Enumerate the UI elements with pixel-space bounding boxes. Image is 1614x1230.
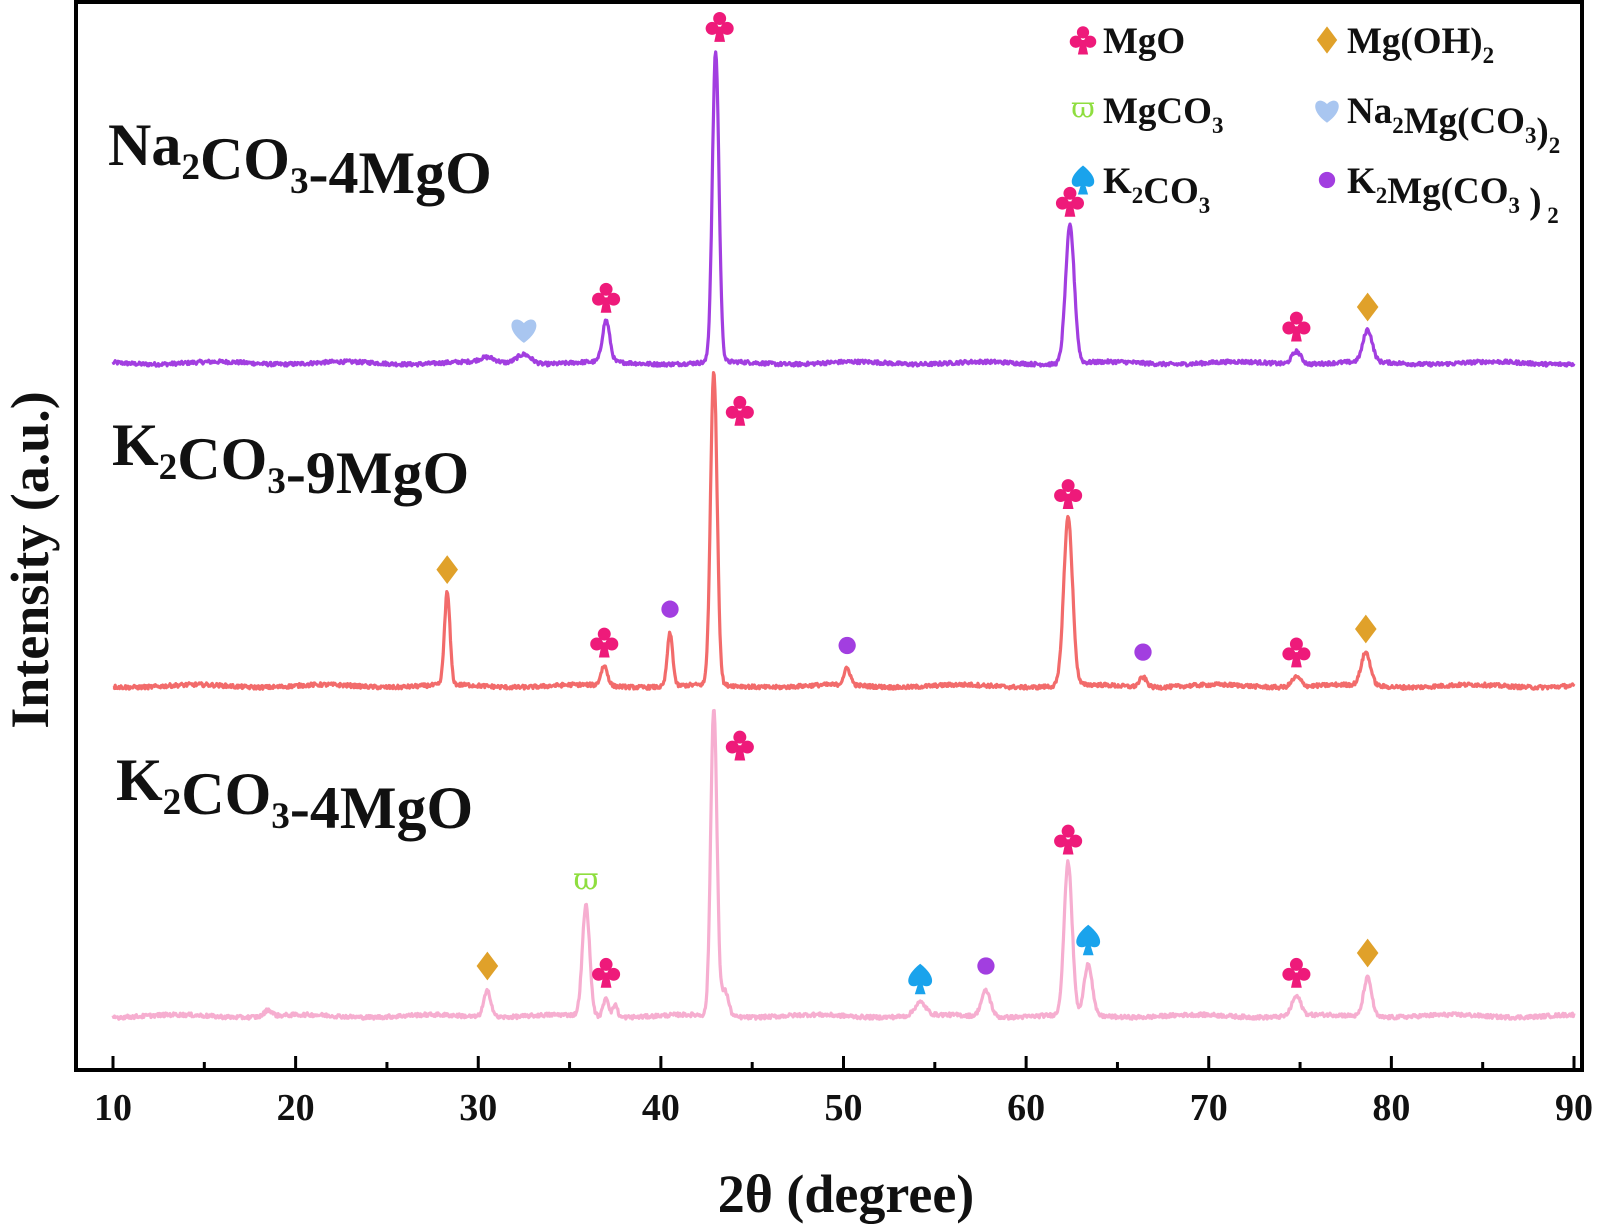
- club-icon: [725, 395, 754, 426]
- x-axis: 10 20 30 40 50 60 70 80 90: [94, 1056, 1593, 1129]
- club-icon: [1054, 824, 1083, 855]
- x-tick-label: 70: [1190, 1087, 1228, 1129]
- diamond-icon: [1356, 938, 1379, 968]
- sample-label: K2CO3-4MgO: [116, 747, 473, 841]
- varpi-icon: ϖ: [574, 863, 599, 898]
- diamond-icon: [1316, 26, 1338, 54]
- legend-item: MgO: [1069, 21, 1185, 62]
- spade-icon: [1076, 924, 1101, 956]
- club-icon: [1282, 311, 1311, 342]
- legend-item: Na2Mg(CO3)2: [1315, 91, 1560, 158]
- y-axis-title: Intensity (a.u.): [0, 391, 60, 729]
- diamond-icon: [1355, 614, 1377, 644]
- club-icon: [590, 627, 619, 658]
- legend-item: K2CO3: [1071, 161, 1210, 218]
- dot-icon: [977, 957, 995, 975]
- series-line: [112, 371, 1576, 691]
- series-line: [111, 708, 1576, 1021]
- legend-label: K2CO3: [1103, 161, 1210, 218]
- legend-label: MgCO3: [1103, 91, 1223, 138]
- diamond-icon: [436, 555, 459, 584]
- x-axis-title: 2θ (degree): [718, 1164, 975, 1224]
- phase-markers: ϖ: [436, 12, 1379, 995]
- spade-icon: [1071, 165, 1095, 195]
- legend-label: MgO: [1103, 21, 1185, 62]
- club-icon: [1282, 637, 1311, 668]
- series-line: [111, 50, 1576, 368]
- club-icon: [1054, 479, 1083, 509]
- heart-icon: [1315, 100, 1339, 123]
- spade-icon: [908, 963, 933, 995]
- dot-icon: [838, 636, 856, 655]
- legend-label: Mg(OH)2: [1347, 21, 1494, 68]
- legend-item: ϖ MgCO3: [1071, 91, 1223, 138]
- heart-icon: [511, 319, 537, 343]
- club-icon: [1055, 186, 1084, 217]
- x-tick-label: 30: [459, 1087, 497, 1129]
- svg-text:ϖ: ϖ: [574, 863, 599, 898]
- club-icon: [1282, 957, 1311, 988]
- x-tick-label: 20: [277, 1087, 315, 1129]
- dot-icon: [661, 600, 679, 618]
- x-tick-label: 60: [1007, 1087, 1045, 1129]
- sample-label: Na2CO3-4MgO: [108, 112, 492, 206]
- diamond-icon: [476, 951, 499, 981]
- x-tick-label: 10: [94, 1087, 132, 1129]
- club-icon: [1069, 26, 1097, 55]
- x-tick-label: 90: [1555, 1087, 1593, 1129]
- x-tick-label: 50: [825, 1087, 863, 1129]
- diffraction-traces: [111, 50, 1576, 1021]
- club-icon: [705, 12, 734, 42]
- legend-label: K2Mg(CO3 ) 2: [1347, 161, 1559, 228]
- legend: MgO Mg(OH)2 ϖ MgCO3 Na2Mg(CO3)2 K2CO3 K2Mg(CO3…: [1069, 21, 1560, 228]
- x-tick-label: 40: [642, 1087, 680, 1129]
- sample-labels: Na2CO3-4MgO K2CO3-9MgO K2CO3-4MgO: [108, 112, 492, 841]
- diamond-icon: [1356, 292, 1379, 322]
- sample-label: K2CO3-9MgO: [112, 412, 469, 506]
- club-icon: [592, 282, 621, 313]
- club-icon: [725, 730, 754, 761]
- club-icon: [592, 957, 621, 988]
- x-tick-label: 80: [1372, 1087, 1410, 1129]
- plot-frame: [74, 0, 1584, 1072]
- varpi-icon: ϖ: [1071, 91, 1095, 125]
- dot-icon: [1134, 643, 1152, 661]
- svg-text:ϖ: ϖ: [1071, 91, 1095, 125]
- legend-label: Na2Mg(CO3)2: [1347, 91, 1560, 158]
- dot-icon: [1318, 171, 1336, 189]
- legend-item: K2Mg(CO3 ) 2: [1318, 161, 1559, 228]
- legend-item: Mg(OH)2: [1316, 21, 1494, 68]
